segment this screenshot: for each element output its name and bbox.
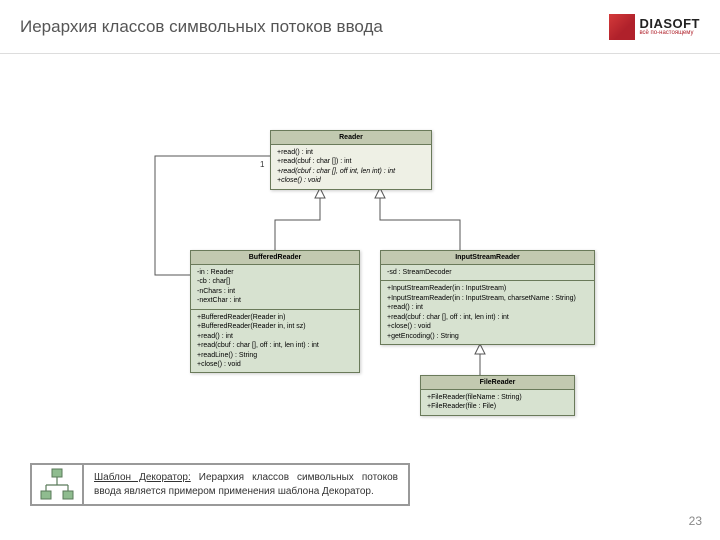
callout-box: Шаблон Декоратор: Иерархия классов симво… (30, 463, 410, 506)
logo-sub: всё по-настоящему (639, 30, 700, 36)
uml-ops: +FileReader(fileName : String)+FileReade… (421, 390, 574, 415)
uml-op: +getEncoding() : String (387, 332, 588, 341)
uml-attr: -in : Reader (197, 268, 353, 277)
uml-class-filereader: FileReader+FileReader(fileName : String)… (420, 375, 575, 416)
uml-class-name: BufferedReader (191, 251, 359, 265)
uml-attr: -nChars : int (197, 287, 353, 296)
uml-op: +read(cbuf : char [], off : int, len int… (387, 313, 588, 322)
pattern-icon (32, 465, 84, 504)
uml-op: +FileReader(file : File) (427, 402, 568, 411)
uml-class-name: Reader (271, 131, 431, 145)
uml-attr: -nextChar : int (197, 296, 353, 305)
uml-op: +read() : int (277, 148, 425, 157)
uml-class-buffered: BufferedReader-in : Reader-cb : char[]-n… (190, 250, 360, 373)
uml-class-name: FileReader (421, 376, 574, 390)
uml-diagram: Reader+read() : int+read(cbuf : char [])… (0, 60, 720, 460)
uml-class-name: InputStreamReader (381, 251, 594, 265)
uml-op: +readLine() : String (197, 351, 353, 360)
uml-op: +read(cbuf : char [], off int, len int) … (277, 167, 425, 176)
page-title: Иерархия классов символьных потоков ввод… (20, 17, 383, 37)
uml-op: +BufferedReader(Reader in, int sz) (197, 322, 353, 331)
logo: DIASOFT всё по-настоящему (609, 14, 700, 40)
uml-op: +close() : void (387, 322, 588, 331)
uml-attr: -cb : char[] (197, 277, 353, 286)
uml-ops: +read() : int+read(cbuf : char []) : int… (271, 145, 431, 189)
uml-op: +BufferedReader(Reader in) (197, 313, 353, 322)
uml-class-reader: Reader+read() : int+read(cbuf : char [])… (270, 130, 432, 190)
uml-op: +InputStreamReader(in : InputStream) (387, 284, 588, 293)
logo-mark-icon (609, 14, 635, 40)
uml-attrs: -in : Reader-cb : char[]-nChars : int-ne… (191, 265, 359, 310)
uml-op: +read(cbuf : char []) : int (277, 157, 425, 166)
uml-op: +InputStreamReader(in : InputStream, cha… (387, 294, 588, 303)
logo-main: DIASOFT (639, 17, 700, 30)
uml-class-isr: InputStreamReader -sd : StreamDecoder +Inp… (380, 250, 595, 345)
uml-op: +close() : void (277, 176, 425, 185)
uml-ops: +InputStreamReader(in : InputStream)+Inp… (381, 281, 594, 344)
uml-attr: -sd : StreamDecoder (387, 268, 588, 277)
header: Иерархия классов символьных потоков ввод… (0, 0, 720, 54)
callout-text: Шаблон Декоратор: Иерархия классов симво… (84, 465, 408, 504)
uml-attrs: -sd : StreamDecoder (381, 265, 594, 281)
connector-layer (0, 60, 720, 460)
callout-lead: Шаблон Декоратор: (94, 472, 191, 483)
uml-op: +read() : int (197, 332, 353, 341)
uml-op: +close() : void (197, 360, 353, 369)
uml-ops: +BufferedReader(Reader in)+BufferedReade… (191, 310, 359, 373)
uml-op: +read(cbuf : char [], off : int, len int… (197, 341, 353, 350)
uml-op: +FileReader(fileName : String) (427, 393, 568, 402)
uml-op: +read() : int (387, 303, 588, 312)
page-number: 23 (689, 514, 702, 528)
assoc-multiplicity: 1 (260, 160, 264, 169)
